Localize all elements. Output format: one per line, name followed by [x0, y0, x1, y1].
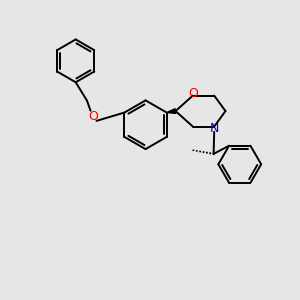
Text: O: O: [88, 110, 98, 123]
Polygon shape: [167, 109, 176, 113]
Text: N: N: [209, 122, 219, 135]
Text: O: O: [188, 87, 198, 100]
